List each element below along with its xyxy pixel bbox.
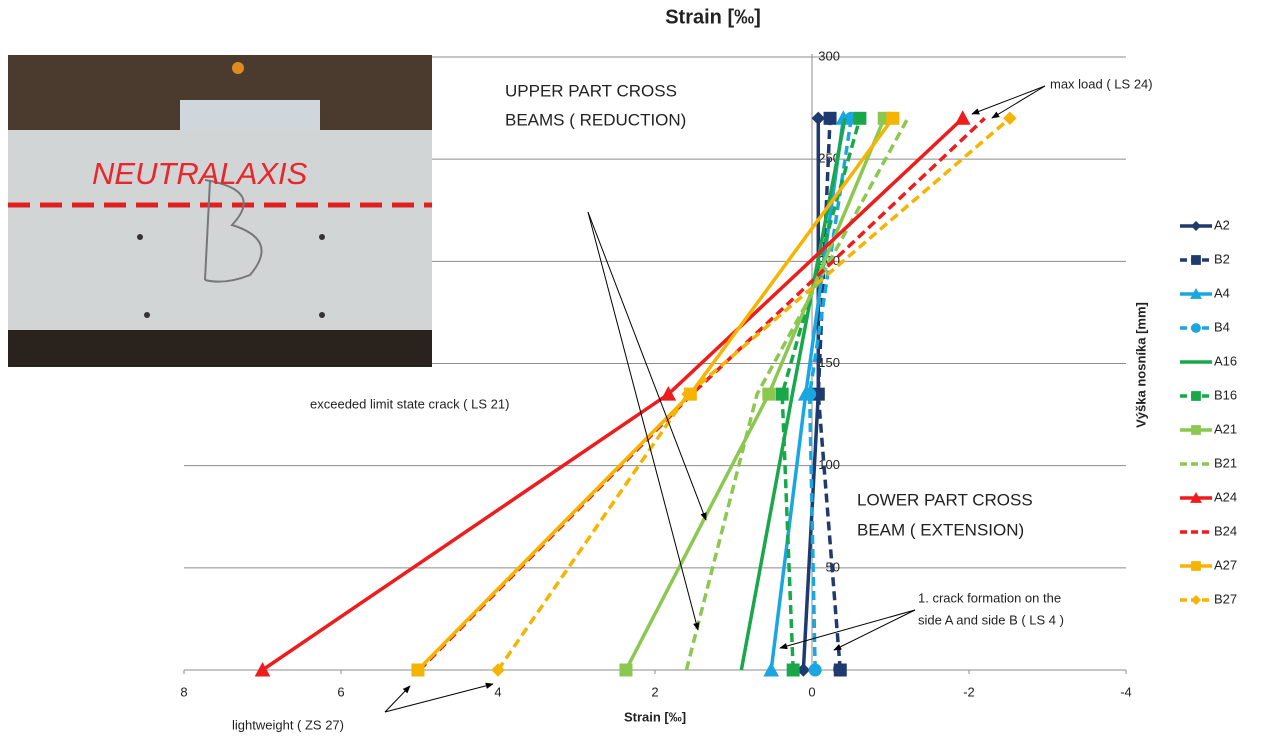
series-line [684, 117, 910, 671]
legend-label: B16 [1214, 387, 1237, 402]
point [853, 111, 867, 125]
point [1190, 491, 1202, 503]
y-tick-label: 150 [818, 355, 840, 370]
annotation: BEAM ( EXTENSION) [857, 520, 1024, 539]
point [775, 387, 789, 401]
legend-label: B24 [1214, 523, 1237, 538]
point [660, 386, 677, 401]
annotation: lightweight ( ZS 27) [232, 717, 344, 732]
annotation: BEAMS ( REDUCTION) [505, 110, 686, 129]
legend-label: B21 [1214, 455, 1237, 470]
point [808, 663, 822, 677]
point [1003, 111, 1017, 126]
y-axis-label: Výška nosníka [mm] [1133, 302, 1148, 428]
y-tick-label: 250 [818, 151, 840, 166]
y-tick-label: 100 [818, 457, 840, 472]
legend-label: B27 [1214, 591, 1237, 606]
x-tick-label: 8 [180, 684, 187, 699]
x-tick-label: -2 [963, 684, 975, 699]
series-line [807, 118, 853, 671]
point [491, 663, 505, 677]
point [681, 387, 695, 401]
point [803, 387, 817, 401]
point [886, 111, 900, 125]
annotation: max load ( LS 24) [1050, 76, 1153, 91]
point [833, 663, 847, 677]
series-line [780, 117, 862, 671]
chart-title: Strain [‰] [665, 6, 761, 28]
point [1191, 425, 1201, 435]
point [1191, 391, 1201, 401]
series-line [816, 118, 843, 671]
point [954, 110, 971, 125]
x-tick-label: -4 [1120, 684, 1132, 699]
photo-text: NEUTRALAXIS [92, 156, 308, 191]
point [823, 111, 837, 125]
x-tick-label: 2 [651, 684, 658, 699]
legend-label: B4 [1214, 319, 1230, 334]
legend-label: A2 [1214, 217, 1230, 232]
point [254, 661, 271, 677]
point [1191, 255, 1201, 265]
point [1190, 287, 1202, 299]
x-tick-label: 4 [494, 684, 501, 699]
legend-label: A16 [1214, 353, 1237, 368]
legend-label: A4 [1214, 285, 1230, 300]
legend-label: A21 [1214, 421, 1237, 436]
point [1190, 594, 1202, 606]
point [786, 663, 800, 677]
x-axis-label: Strain [‰] [624, 709, 686, 724]
plot [254, 110, 1017, 677]
legend-label: A27 [1214, 557, 1237, 572]
x-tick-label: 6 [337, 684, 344, 699]
annotation: 1. crack formation on the [918, 590, 1061, 605]
point [811, 111, 825, 126]
point [411, 663, 425, 677]
annotation: LOWER PART CROSS [857, 490, 1033, 509]
point [1191, 323, 1201, 333]
annotation: side A and side B ( LS 4 ) [918, 612, 1064, 627]
arrows [384, 85, 1046, 713]
photo: NEUTRALAXIS [8, 55, 432, 367]
x-tick-label: 0 [808, 684, 815, 699]
point [619, 663, 633, 677]
point [1191, 561, 1201, 571]
series-line [496, 116, 1011, 671]
legend-label: A24 [1214, 489, 1237, 504]
point [763, 661, 780, 677]
series-line [418, 117, 986, 672]
point [762, 387, 776, 401]
legend: A2 B2 A4 B4 A16 B16 A21 B21 A24 B24 A27 B27 [1180, 217, 1237, 606]
y-tick-label: 300 [818, 48, 840, 63]
annotation: UPPER PART CROSS [505, 81, 677, 100]
annotation: exceeded limit state crack ( LS 21) [310, 396, 509, 411]
point [1190, 220, 1202, 232]
legend-label: B2 [1214, 251, 1230, 266]
